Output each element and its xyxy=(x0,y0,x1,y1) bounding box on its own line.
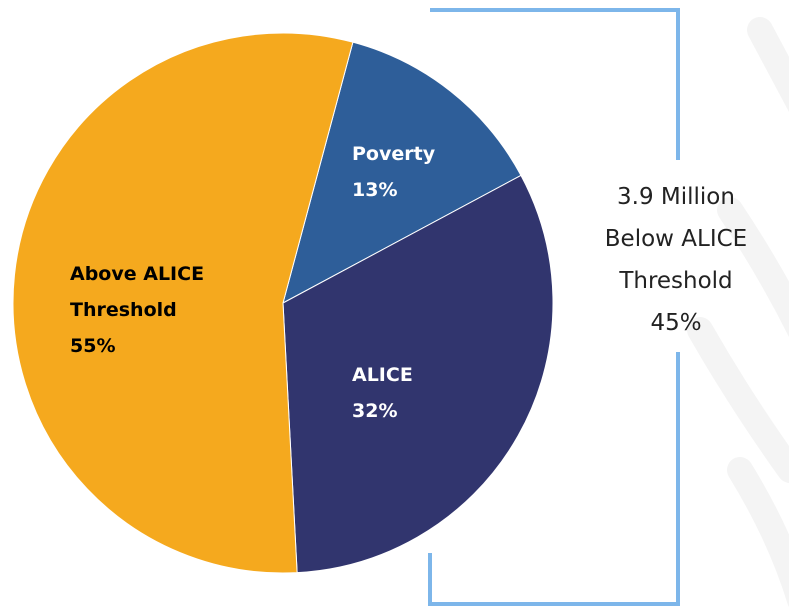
slice-label-alice: ALICE 32% xyxy=(352,364,413,422)
bracket-bottom-line xyxy=(428,352,680,606)
bracket: 3.9 Million Below ALICE Threshold 45% xyxy=(428,8,747,606)
slice-value-label: 55% xyxy=(70,335,115,357)
background-watermark xyxy=(687,17,789,607)
watermark-stroke xyxy=(717,197,789,337)
bracket-line-1: 3.9 Million xyxy=(617,184,735,210)
slice-name-label: Above ALICE xyxy=(70,263,204,285)
slice-label-poverty: Poverty 13% xyxy=(352,143,436,201)
bracket-line-4: 45% xyxy=(650,310,701,336)
bracket-line-3: Threshold xyxy=(618,268,732,294)
slice-label-above-alice-threshold: Above ALICE Threshold 55% xyxy=(70,263,204,357)
slice-value-label: 13% xyxy=(352,179,397,201)
bracket-top-line xyxy=(430,8,680,160)
pie-labels: Poverty 13% ALICE 32% Above ALICE Threshold 55… xyxy=(70,143,436,422)
slice-name-label: Threshold xyxy=(70,299,177,321)
watermark-stroke xyxy=(727,457,789,607)
pie-slice-alice xyxy=(282,174,554,574)
pie-slice-poverty xyxy=(282,41,522,304)
pie-slices xyxy=(12,32,554,574)
pie-slice-above-alice-threshold xyxy=(12,32,354,574)
slice-value-label: 32% xyxy=(352,400,397,422)
watermark-stroke xyxy=(747,17,789,113)
watermark-stroke xyxy=(687,317,789,483)
slice-name-label: ALICE xyxy=(352,364,413,386)
bracket-line-2: Below ALICE xyxy=(605,226,747,252)
slice-name-label: Poverty xyxy=(352,143,436,165)
